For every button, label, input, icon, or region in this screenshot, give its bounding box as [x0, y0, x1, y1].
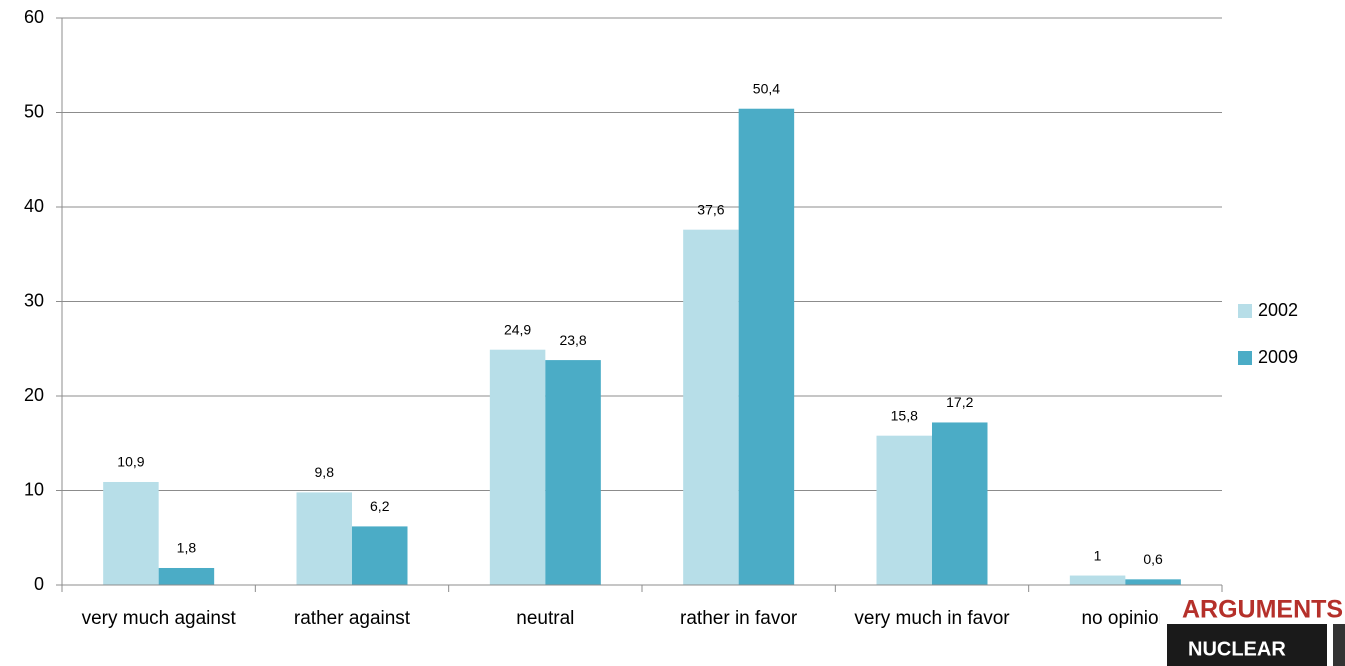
data-label: 37,6	[697, 201, 724, 217]
data-label: 15,8	[891, 407, 918, 423]
x-tick-label: rather in favor	[680, 608, 798, 629]
bar	[683, 229, 739, 585]
bar	[545, 360, 601, 585]
data-label: 0,6	[1143, 551, 1163, 567]
data-label: 50,4	[753, 80, 780, 96]
y-tick-label: 30	[24, 290, 44, 310]
bar	[1125, 579, 1181, 585]
data-label: 9,8	[315, 464, 335, 480]
data-label: 23,8	[559, 332, 586, 348]
data-label: 1	[1094, 547, 1102, 563]
y-tick-label: 20	[24, 385, 44, 405]
x-tick-label: no opinion	[1081, 608, 1170, 629]
x-tick-label: very much against	[81, 608, 236, 629]
bar	[489, 349, 546, 585]
data-label: 1,8	[177, 540, 197, 556]
x-tick-label: rather against	[293, 608, 411, 629]
bar	[932, 422, 988, 585]
y-tick-label: 60	[24, 7, 44, 27]
bar	[1069, 575, 1126, 585]
data-label: 17,2	[946, 394, 973, 410]
x-tick-label: neutral	[516, 608, 575, 629]
legend-label: 2002	[1258, 300, 1298, 320]
x-tick-label: very much in favor	[854, 608, 1010, 629]
y-tick-label: 10	[24, 479, 44, 499]
bar	[296, 492, 352, 585]
data-label: 24,9	[504, 321, 531, 337]
y-tick-label: 40	[24, 196, 44, 216]
bar	[738, 108, 795, 585]
legend-swatch	[1238, 351, 1252, 365]
bar	[352, 526, 408, 585]
bar	[876, 435, 932, 585]
bar	[103, 481, 159, 585]
legend-label: 2009	[1258, 347, 1298, 367]
data-label: 6,2	[370, 498, 390, 514]
bar	[158, 567, 215, 585]
data-label: 10,9	[117, 454, 144, 470]
y-tick-label: 0	[34, 574, 44, 594]
legend-swatch	[1238, 304, 1252, 318]
y-tick-label: 50	[24, 101, 44, 121]
